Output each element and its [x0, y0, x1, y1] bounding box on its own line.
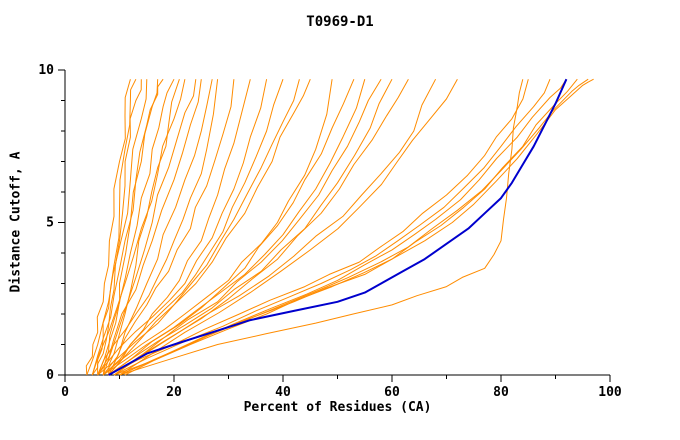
- model-line: [102, 79, 235, 376]
- model-line: [97, 79, 268, 376]
- model-line: [108, 79, 180, 376]
- model-line: [113, 79, 551, 376]
- model-line: [102, 79, 333, 376]
- chart-title: T0969-D1: [306, 14, 374, 30]
- model-line: [119, 78, 589, 376]
- model-line: [124, 78, 594, 376]
- model-line: [108, 79, 355, 376]
- model-line: [91, 79, 186, 376]
- model-line: [108, 79, 213, 376]
- model-line: [97, 79, 311, 376]
- model-line: [113, 78, 437, 376]
- model-line: [85, 79, 131, 376]
- model-line: [113, 78, 409, 376]
- model-line: [91, 78, 137, 376]
- model-line: [97, 78, 175, 376]
- model-line: [119, 78, 458, 376]
- reference-line: [108, 78, 568, 376]
- model-line: [97, 79, 142, 376]
- model-line: [102, 79, 284, 376]
- x-axis-label: Percent of Residues (CA): [243, 400, 432, 415]
- model-line: [102, 79, 159, 376]
- x-tick-label: 40: [275, 385, 291, 400]
- x-tick-label: 80: [493, 385, 509, 400]
- model-line: [91, 78, 164, 376]
- x-tick-label: 20: [166, 385, 182, 400]
- model-line: [102, 79, 197, 376]
- model-line: [113, 78, 382, 376]
- model-line: [86, 79, 148, 376]
- model-line: [108, 79, 529, 376]
- model-line: [119, 79, 524, 376]
- model-line: [102, 79, 366, 376]
- model-line: [97, 79, 202, 376]
- x-tick-label: 60: [384, 385, 400, 400]
- x-tick-label: 100: [598, 385, 622, 400]
- y-tick-label: 5: [46, 216, 54, 231]
- y-tick-label: 10: [38, 63, 54, 78]
- model-line: [108, 78, 393, 376]
- model-line: [97, 79, 219, 376]
- model-line: [119, 78, 567, 376]
- y-tick-label: 0: [46, 368, 54, 383]
- x-tick-label: 0: [61, 385, 69, 400]
